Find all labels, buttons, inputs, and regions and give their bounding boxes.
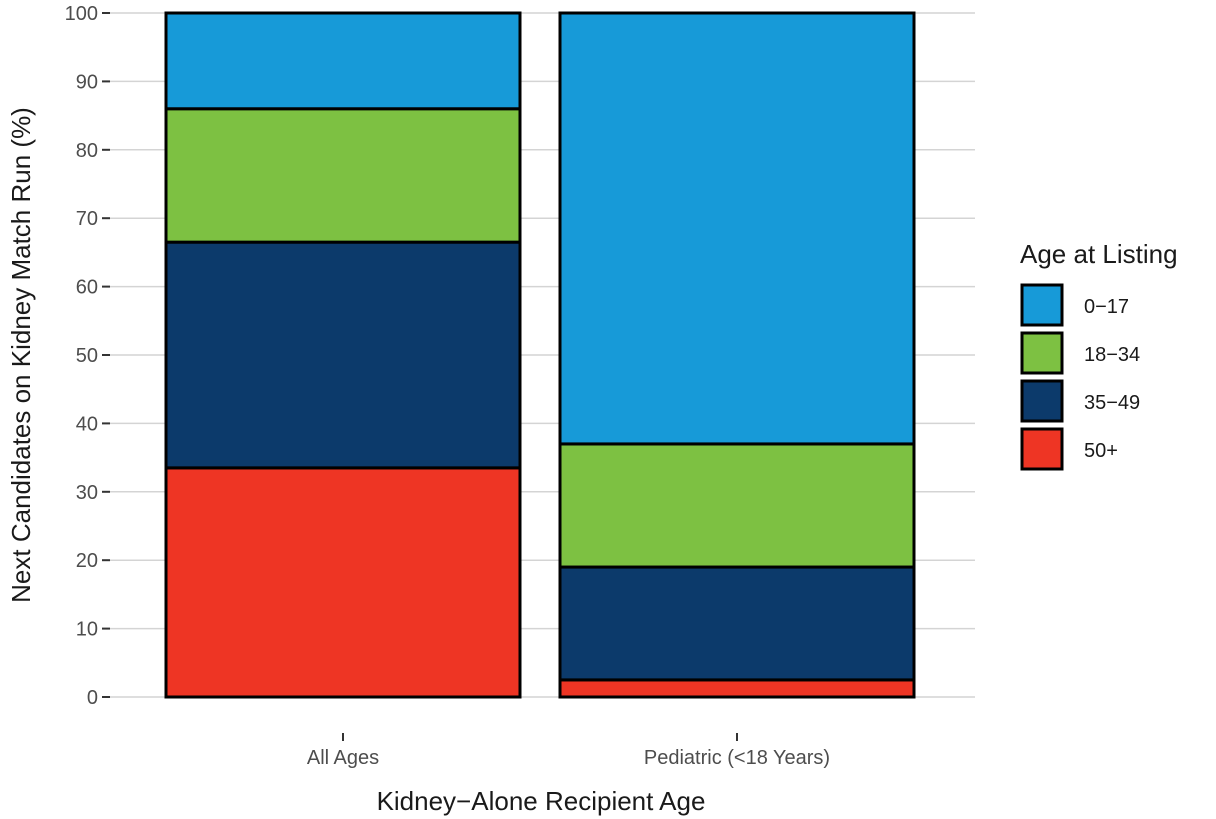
- y-tick-label: 100: [65, 3, 98, 25]
- y-tick-label: 10: [76, 619, 98, 641]
- legend-label: 50+: [1084, 440, 1118, 462]
- y-tick-label: 90: [76, 71, 98, 93]
- bar-segment: [164, 11, 522, 111]
- legend-swatch: [1020, 283, 1064, 327]
- y-tick-label: 60: [76, 277, 98, 299]
- y-tick-label: 30: [76, 482, 98, 504]
- y-tick-label: 80: [76, 140, 98, 162]
- bars: [164, 11, 916, 699]
- legend-swatch: [1020, 331, 1064, 375]
- bar-segment: [164, 466, 522, 699]
- legend: Age at Listing 0−17 18−34 35−49 50+: [1020, 239, 1178, 471]
- bar-segment: [558, 678, 916, 699]
- y-tick-label: 40: [76, 413, 98, 435]
- bar-segment: [558, 442, 916, 569]
- legend-label: 0−17: [1084, 296, 1129, 318]
- legend-swatch: [1020, 427, 1064, 471]
- bar-segment: [558, 11, 916, 446]
- x-axis: All Ages Pediatric (<18 Years): [307, 733, 830, 769]
- bar-segment: [164, 240, 522, 470]
- x-tick-label: Pediatric (<18 Years): [644, 747, 830, 769]
- y-axis-title: Next Candidates on Kidney Match Run (%): [6, 107, 36, 603]
- legend-label: 35−49: [1084, 392, 1140, 414]
- bar-segment: [164, 107, 522, 244]
- y-tick-label: 50: [76, 345, 98, 367]
- legend-swatch: [1020, 379, 1064, 423]
- legend-label: 18−34: [1084, 344, 1140, 366]
- x-tick-label: All Ages: [307, 747, 379, 769]
- y-axis: 0 10 20 30 40 50 60 70 80 90 100: [65, 3, 110, 709]
- y-tick-label: 20: [76, 550, 98, 572]
- x-axis-title: Kidney−Alone Recipient Age: [377, 786, 706, 816]
- legend-title: Age at Listing: [1020, 239, 1178, 269]
- y-tick-label: 0: [87, 687, 98, 709]
- bar-segment: [558, 565, 916, 682]
- y-tick-label: 70: [76, 208, 98, 230]
